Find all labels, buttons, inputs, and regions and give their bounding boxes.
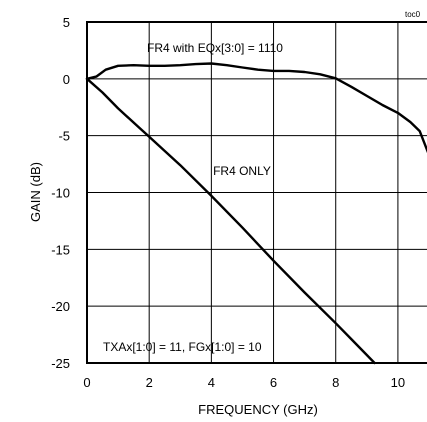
tick-labels: 0 2 4 6 8 10 5 0 -5 -10 -15 -20 -25 [51, 15, 405, 390]
series-line-fr4-only [85, 77, 376, 365]
y-tick-label: -20 [51, 299, 70, 314]
x-tick-label: 0 [83, 375, 90, 390]
y-tick-label: -10 [51, 186, 70, 201]
y-tick-label: -25 [51, 356, 70, 371]
x-tick-label: 8 [332, 375, 339, 390]
y-tick-label: -15 [51, 242, 70, 257]
y-tick-label: -5 [58, 129, 70, 144]
x-axis-title: FREQUENCY (GHz) [198, 402, 318, 417]
x-tick-label: 10 [391, 375, 405, 390]
y-tick-label: 5 [63, 15, 70, 30]
corner-label: toc0 [405, 10, 421, 19]
data-curves [85, 62, 427, 365]
annotation-settings: TXAx[1:0] = 11, FGx[1:0] = 10 [103, 340, 262, 354]
x-tick-label: 6 [270, 375, 277, 390]
y-tick-label: 0 [63, 72, 70, 87]
series-line-eq [85, 62, 427, 154]
annotation-eq-curve: FR4 with EQx[3:0] = 1110 [147, 41, 283, 55]
x-tick-label: 4 [208, 375, 215, 390]
x-tick-label: 2 [146, 375, 153, 390]
plot-frame [86, 21, 427, 364]
grid-lines [87, 22, 427, 363]
y-axis-title: GAIN (dB) [28, 162, 43, 222]
annotation-fr4-only: FR4 ONLY [213, 164, 271, 178]
